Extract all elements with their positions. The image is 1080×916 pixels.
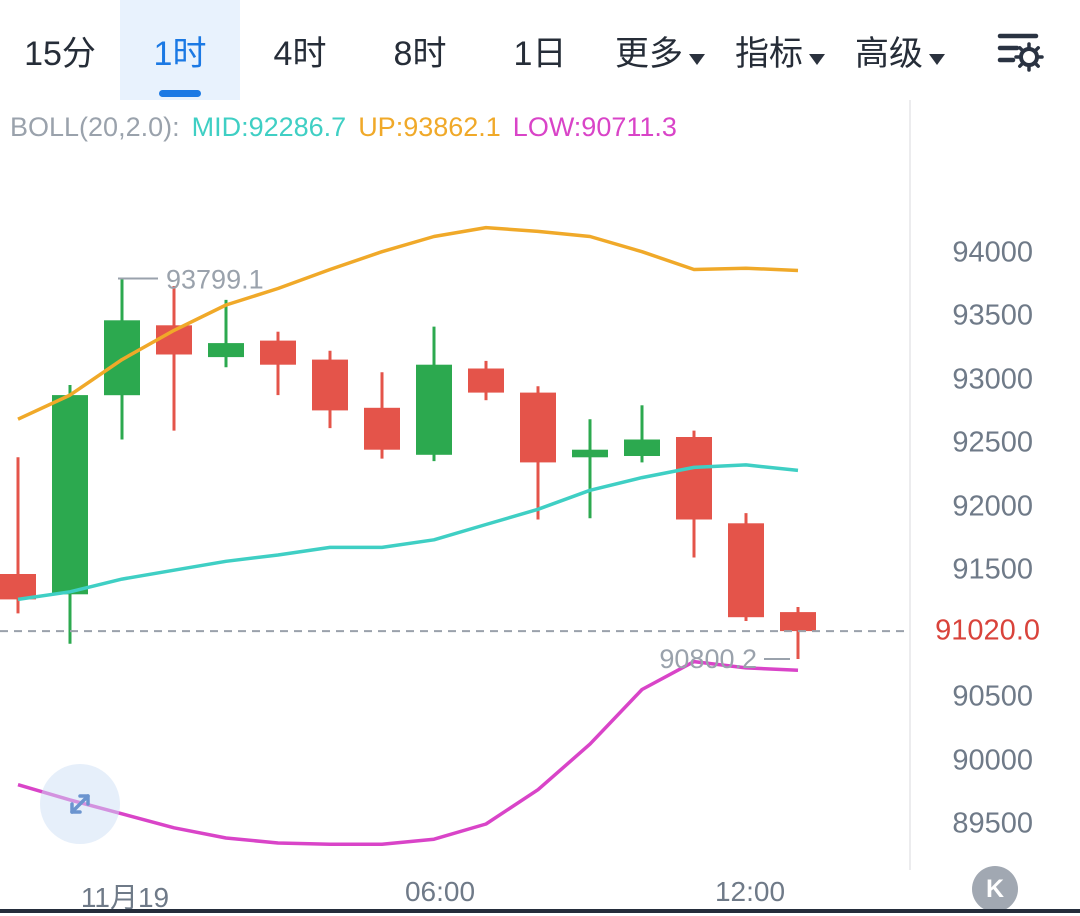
tab-advanced-label: 高级 — [855, 34, 923, 73]
tab-advanced[interactable]: 高级 — [840, 0, 960, 100]
chart-settings-button[interactable] — [960, 0, 1080, 100]
tab-more[interactable]: 更多 — [600, 0, 720, 100]
kline-badge[interactable]: K — [972, 866, 1018, 912]
boll-middle-band — [17, 463, 799, 602]
y-axis-label: 94000 — [952, 236, 1033, 269]
candle-body — [676, 437, 712, 520]
candlestick-chart[interactable]: 93799.1 90800.2 — [0, 100, 1080, 913]
boll-up-value: UP:93862.1 — [358, 112, 501, 142]
y-axis-label: 89500 — [952, 807, 1033, 840]
candle-body — [624, 439, 660, 456]
y-axis-label: 93000 — [952, 363, 1033, 396]
candle-body — [260, 340, 296, 365]
boll-params-label: BOLL(20,2.0): — [10, 112, 180, 142]
chart-area[interactable]: 93799.1 90800.2 BOLL(20,2.0): MID:92286.7… — [0, 100, 1080, 913]
tab-8hour-label: 8时 — [393, 34, 447, 73]
boll-lower-band — [17, 659, 799, 847]
y-axis-label: 93500 — [952, 299, 1033, 332]
tab-15min-label: 15分 — [24, 34, 96, 73]
candle-body — [312, 359, 348, 411]
candle-body — [364, 407, 400, 450]
tab-8hour[interactable]: 8时 — [360, 0, 480, 100]
candle-body — [52, 395, 88, 595]
y-axis-label: 91500 — [952, 553, 1033, 586]
bottom-bar — [0, 909, 1080, 913]
chevron-down-icon — [929, 53, 945, 65]
low-marker-label: 90800.2 — [659, 644, 757, 674]
expand-arrows-icon — [70, 794, 90, 814]
candle-body — [520, 392, 556, 463]
kline-badge-label: K — [985, 874, 1005, 903]
y-axis-label: 90500 — [952, 680, 1033, 713]
fullscreen-button[interactable] — [40, 764, 120, 844]
chevron-down-icon — [689, 53, 705, 65]
interval-tabbar: 15分 1时 4时 8时 1日 更多 指标 高级 — [0, 0, 1080, 100]
tab-more-label: 更多 — [615, 34, 683, 73]
y-axis-label: 92500 — [952, 426, 1033, 459]
chevron-down-icon — [809, 53, 825, 65]
boll-mid-value: MID:92286.7 — [191, 112, 347, 142]
boll-legend: BOLL(20,2.0): MID:92286.7 UP:93862.1 LOW… — [10, 112, 677, 143]
x-axis-label: 11月19 — [80, 882, 170, 913]
tab-1day[interactable]: 1日 — [480, 0, 600, 100]
current-price-label: 91020.0 — [931, 612, 1044, 650]
tab-4hour[interactable]: 4时 — [240, 0, 360, 100]
x-axis-label: 12:00 — [714, 876, 786, 907]
tab-1hour-label: 1时 — [153, 34, 207, 73]
candle-body — [780, 612, 816, 632]
tab-1day-label: 1日 — [513, 34, 567, 73]
y-axis-label: 90000 — [952, 744, 1033, 777]
candle-body — [572, 449, 608, 458]
high-marker-label: 93799.1 — [166, 265, 264, 295]
boll-upper-band — [17, 225, 799, 421]
candle-body — [468, 368, 504, 393]
candle-body — [728, 523, 764, 618]
tab-15min[interactable]: 15分 — [0, 0, 120, 100]
x-axis-label: 06:00 — [404, 876, 476, 907]
y-axis-label: 92000 — [952, 490, 1033, 523]
candle-body — [0, 574, 36, 600]
tab-1hour[interactable]: 1时 — [120, 0, 240, 100]
active-tab-indicator — [159, 90, 201, 97]
tab-indicators[interactable]: 指标 — [720, 0, 840, 100]
candle-body — [208, 343, 244, 358]
candle-body — [416, 364, 452, 455]
tab-4hour-label: 4时 — [273, 34, 327, 73]
boll-low-value: LOW:90711.3 — [512, 112, 677, 142]
chart-settings-icon — [997, 33, 1044, 72]
tab-indicators-label: 指标 — [735, 34, 803, 73]
